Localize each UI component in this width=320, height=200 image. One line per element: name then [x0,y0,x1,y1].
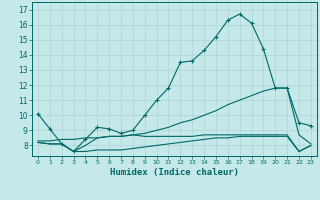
X-axis label: Humidex (Indice chaleur): Humidex (Indice chaleur) [110,168,239,177]
